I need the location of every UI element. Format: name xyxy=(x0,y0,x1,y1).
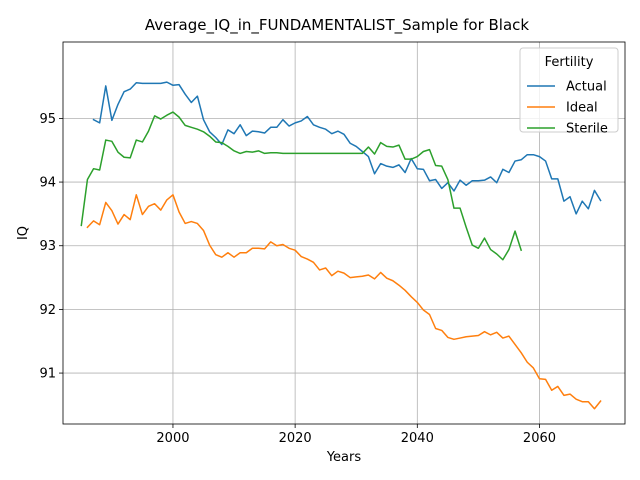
series-line-actual xyxy=(92,81,602,215)
x-tick-label: 2020 xyxy=(279,431,312,446)
series-line-ideal xyxy=(86,194,602,410)
y-tick-label: 93 xyxy=(39,239,56,254)
legend-items: Actual Ideal Sterile xyxy=(527,80,608,137)
series-lines xyxy=(80,81,602,410)
y-tick-label: 91 xyxy=(39,367,56,382)
legend: Fertility Actual Ideal Sterile xyxy=(519,47,619,137)
x-tick-label: 2060 xyxy=(523,431,556,446)
x-axis-label: Years xyxy=(326,450,362,465)
legend-label-actual: Actual xyxy=(566,80,607,95)
chart-title: Average_IQ_in_FUNDAMENTALIST_Sample for … xyxy=(145,16,530,35)
y-tick-label: 94 xyxy=(39,176,56,191)
series-line-sterile xyxy=(80,111,523,261)
legend-label-sterile: Sterile xyxy=(566,122,608,137)
legend-title: Fertility xyxy=(545,55,594,70)
x-tick-label: 2000 xyxy=(156,431,189,446)
y-tick-label: 95 xyxy=(39,112,56,127)
y-axis-label: IQ xyxy=(16,226,31,240)
y-tick-label: 92 xyxy=(39,303,56,318)
plot-frame xyxy=(62,41,626,425)
y-axis-ticks: 91 92 93 94 95 xyxy=(39,112,63,382)
legend-box xyxy=(519,47,619,133)
x-tick-label: 2040 xyxy=(401,431,434,446)
x-axis-ticks: 2000 2020 2040 2060 xyxy=(156,424,556,446)
legend-label-ideal: Ideal xyxy=(566,101,598,116)
